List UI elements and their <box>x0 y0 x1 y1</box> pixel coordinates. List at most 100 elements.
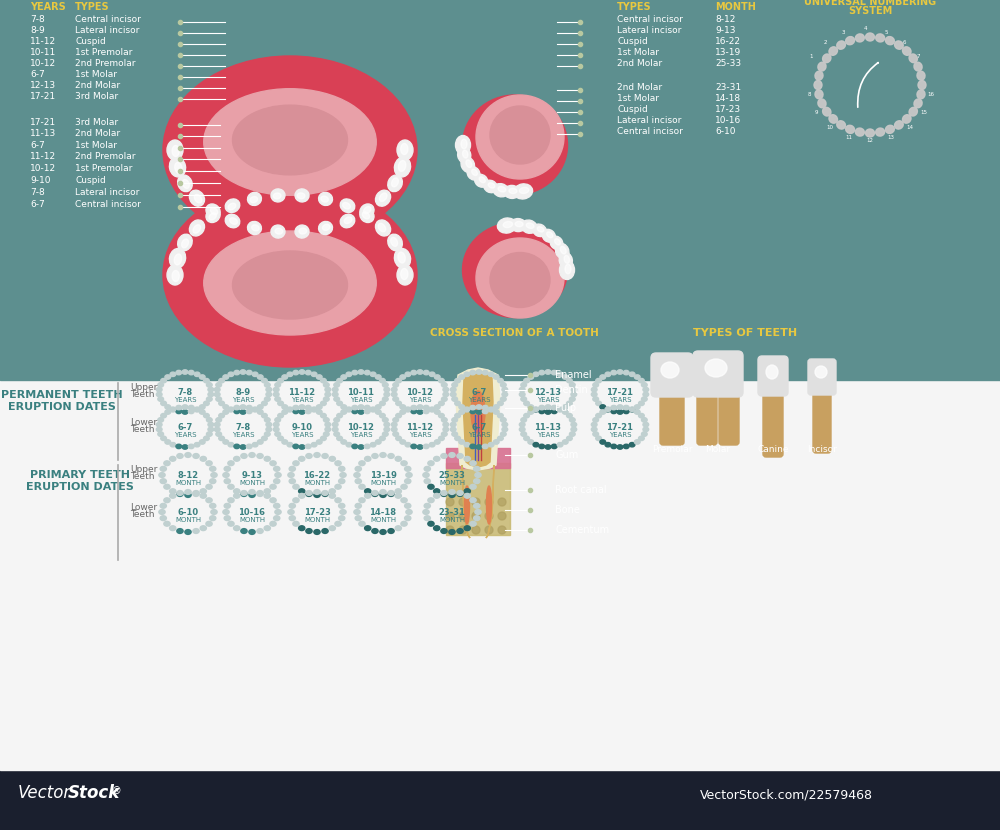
Ellipse shape <box>375 220 391 236</box>
Ellipse shape <box>593 417 599 422</box>
Ellipse shape <box>370 442 376 447</box>
Ellipse shape <box>161 401 166 406</box>
Text: Lower: Lower <box>130 503 157 512</box>
Ellipse shape <box>299 525 305 530</box>
Text: 11-12: 11-12 <box>30 37 56 46</box>
Ellipse shape <box>424 466 430 471</box>
Text: 2nd Molar: 2nd Molar <box>617 59 662 68</box>
Ellipse shape <box>156 422 162 427</box>
Ellipse shape <box>193 491 199 496</box>
Ellipse shape <box>502 427 508 432</box>
Ellipse shape <box>273 422 279 427</box>
Text: 25-33: 25-33 <box>715 59 741 68</box>
Ellipse shape <box>401 269 408 280</box>
Ellipse shape <box>384 393 390 397</box>
Ellipse shape <box>214 393 220 397</box>
Text: 10-16: 10-16 <box>239 508 266 517</box>
Ellipse shape <box>252 225 259 231</box>
Ellipse shape <box>364 207 371 213</box>
Ellipse shape <box>293 521 299 526</box>
Ellipse shape <box>591 422 597 427</box>
Ellipse shape <box>372 453 378 458</box>
Ellipse shape <box>177 491 183 496</box>
Ellipse shape <box>274 504 280 508</box>
Ellipse shape <box>596 378 601 383</box>
Ellipse shape <box>169 248 186 268</box>
Ellipse shape <box>375 410 381 414</box>
Text: 6-7: 6-7 <box>471 423 487 432</box>
Ellipse shape <box>417 370 423 374</box>
Ellipse shape <box>316 440 322 444</box>
Ellipse shape <box>557 408 563 412</box>
Text: 16-22: 16-22 <box>303 471 331 480</box>
Ellipse shape <box>450 388 456 392</box>
Text: 14: 14 <box>906 125 913 130</box>
Ellipse shape <box>519 393 525 397</box>
Ellipse shape <box>411 405 417 410</box>
Ellipse shape <box>388 175 402 192</box>
Text: Teeth: Teeth <box>130 425 154 434</box>
Text: 10-12: 10-12 <box>406 388 434 397</box>
Text: 8-9: 8-9 <box>235 388 251 397</box>
Ellipse shape <box>866 33 874 41</box>
Text: 6-7: 6-7 <box>30 200 45 209</box>
Ellipse shape <box>476 370 482 374</box>
Text: 6-10: 6-10 <box>715 127 736 136</box>
Ellipse shape <box>334 417 340 422</box>
Ellipse shape <box>234 444 240 449</box>
Ellipse shape <box>270 485 276 489</box>
Ellipse shape <box>325 393 331 397</box>
Text: 8: 8 <box>807 92 811 97</box>
Ellipse shape <box>234 409 240 413</box>
Text: 6-7: 6-7 <box>471 388 487 397</box>
Ellipse shape <box>206 498 212 503</box>
Ellipse shape <box>417 410 423 414</box>
Ellipse shape <box>246 409 252 413</box>
Ellipse shape <box>219 378 224 383</box>
Ellipse shape <box>629 408 635 412</box>
Ellipse shape <box>537 227 544 232</box>
Ellipse shape <box>185 490 191 495</box>
Ellipse shape <box>388 234 402 251</box>
FancyBboxPatch shape <box>693 351 743 397</box>
Ellipse shape <box>216 383 222 387</box>
Ellipse shape <box>475 174 488 188</box>
Ellipse shape <box>382 397 388 401</box>
Ellipse shape <box>228 203 236 210</box>
Ellipse shape <box>314 492 320 497</box>
Ellipse shape <box>384 422 390 427</box>
Ellipse shape <box>234 370 240 375</box>
Text: 11-13: 11-13 <box>534 423 562 432</box>
Ellipse shape <box>364 405 370 410</box>
Ellipse shape <box>498 378 503 383</box>
Ellipse shape <box>232 105 348 175</box>
Ellipse shape <box>391 393 397 397</box>
Text: 23-31: 23-31 <box>715 83 741 92</box>
Ellipse shape <box>252 407 258 412</box>
Ellipse shape <box>464 408 470 412</box>
Ellipse shape <box>293 498 299 503</box>
Ellipse shape <box>479 177 485 183</box>
Ellipse shape <box>341 410 347 414</box>
Ellipse shape <box>490 106 550 164</box>
Text: 10-12: 10-12 <box>348 423 374 432</box>
Text: Central incisor: Central incisor <box>617 127 683 136</box>
Ellipse shape <box>264 383 270 387</box>
Ellipse shape <box>395 493 401 498</box>
Ellipse shape <box>457 491 463 496</box>
Ellipse shape <box>287 372 293 377</box>
Text: Central incisor: Central incisor <box>75 200 141 209</box>
Ellipse shape <box>323 397 329 401</box>
FancyBboxPatch shape <box>697 387 717 445</box>
Text: 1st Premolar: 1st Premolar <box>75 48 132 57</box>
Text: 14-18: 14-18 <box>715 94 741 103</box>
Ellipse shape <box>193 491 199 496</box>
Ellipse shape <box>452 432 458 437</box>
Ellipse shape <box>194 372 200 377</box>
Ellipse shape <box>355 515 361 520</box>
Ellipse shape <box>396 436 401 441</box>
Text: Lateral incisor: Lateral incisor <box>617 26 681 35</box>
Ellipse shape <box>372 491 378 496</box>
Ellipse shape <box>273 193 281 199</box>
FancyBboxPatch shape <box>719 387 739 445</box>
